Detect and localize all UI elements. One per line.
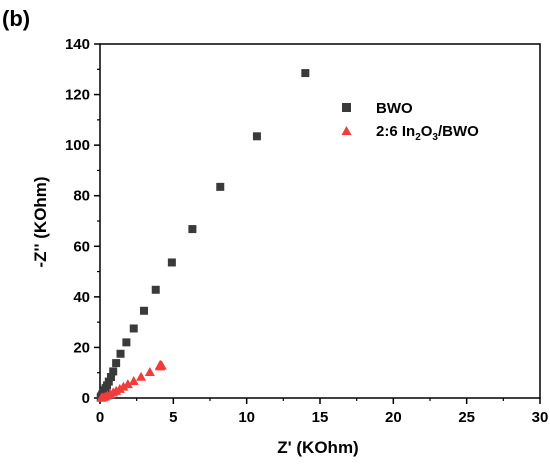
legend-label-in2o3-bwo: 2:6 In2O3/BWO bbox=[376, 123, 479, 143]
data-point-bwo bbox=[104, 377, 113, 386]
legend: BWO 2:6 In2O3/BWO bbox=[341, 100, 479, 143]
data-point-bwo bbox=[140, 306, 148, 315]
data-point-in2o3-bwo bbox=[118, 381, 129, 391]
legend-label-in2o3-prefix: 2:6 In bbox=[376, 123, 415, 140]
y-tick-label: 100 bbox=[65, 137, 90, 154]
legend-label-in2o3-sub1: 2 bbox=[415, 132, 421, 143]
series-in2o3-bwo-points bbox=[96, 360, 167, 402]
data-point-bwo bbox=[301, 69, 310, 78]
legend-label-in2o3-sub2: 3 bbox=[432, 132, 438, 143]
x-axis-title: Z' (KOhm) bbox=[277, 438, 358, 457]
data-point-bwo bbox=[151, 285, 160, 294]
data-point-bwo bbox=[107, 373, 115, 382]
data-point-bwo bbox=[129, 324, 138, 333]
legend-label-bwo: BWO bbox=[376, 100, 413, 117]
y-tick-label: 80 bbox=[73, 188, 90, 205]
data-point-in2o3-bwo bbox=[128, 376, 139, 386]
legend-marker-in2o3-bwo bbox=[341, 126, 352, 135]
legend-label-in2o3-suffix: /BWO bbox=[438, 123, 479, 140]
plot-frame bbox=[99, 43, 541, 399]
axes bbox=[99, 43, 541, 399]
x-tick-label: 10 bbox=[238, 409, 255, 426]
data-point-in2o3-bwo bbox=[155, 360, 166, 370]
x-axis-ticks: 0 5 10 15 20 25 30 bbox=[96, 398, 549, 426]
x-tick-label: 5 bbox=[169, 409, 177, 426]
y-tick-label: 20 bbox=[73, 339, 90, 356]
x-tick-label: 30 bbox=[532, 409, 549, 426]
x-tick-label: 25 bbox=[458, 409, 475, 426]
data-point-in2o3-bwo bbox=[122, 379, 133, 389]
y-tick-label: 0 bbox=[82, 390, 90, 407]
data-point-bwo bbox=[112, 359, 121, 368]
data-point-bwo bbox=[252, 132, 261, 141]
x-tick-label: 20 bbox=[385, 409, 402, 426]
x-tick-label: 15 bbox=[312, 409, 329, 426]
data-point-bwo bbox=[109, 367, 118, 376]
series-bwo-points bbox=[96, 69, 310, 402]
y-tick-label: 60 bbox=[73, 238, 90, 255]
data-point-in2o3-bwo bbox=[136, 371, 147, 381]
data-point-bwo bbox=[122, 338, 131, 347]
panel-label: (b) bbox=[2, 6, 30, 31]
y-tick-label: 40 bbox=[73, 289, 90, 306]
legend-label-in2o3-mid: O bbox=[421, 123, 433, 140]
legend-marker-bwo bbox=[342, 103, 351, 112]
y-axis-title: -Z'' (KOhm) bbox=[31, 176, 50, 267]
y-axis-ticks: 0 20 40 60 80 100 120 140 bbox=[65, 36, 100, 407]
data-point-bwo bbox=[116, 349, 125, 358]
x-tick-label: 0 bbox=[96, 409, 104, 426]
data-point-bwo bbox=[188, 225, 197, 234]
data-point-bwo bbox=[167, 258, 176, 267]
data-point-bwo bbox=[216, 182, 225, 191]
y-tick-label: 140 bbox=[65, 36, 90, 53]
data-point-in2o3-bwo bbox=[144, 366, 155, 376]
y-tick-label: 120 bbox=[65, 87, 90, 104]
